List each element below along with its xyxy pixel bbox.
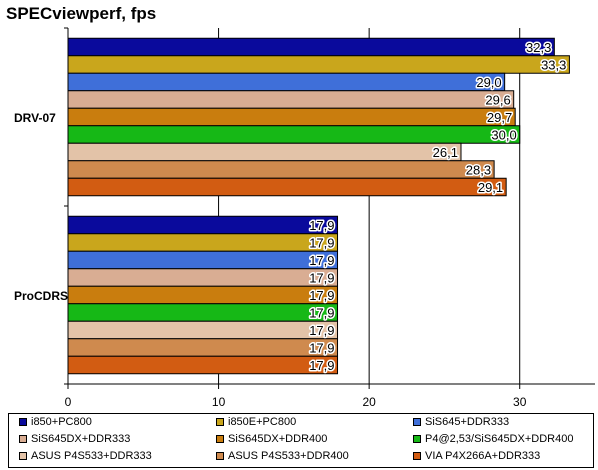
data-label-halo: 17,9 bbox=[309, 288, 334, 303]
legend-item: ASUS P4S533+DDR400 bbox=[216, 450, 349, 462]
legend-item: SiS645+DDR333 bbox=[413, 416, 509, 428]
bar bbox=[67, 320, 339, 340]
data-label: 17,9 bbox=[309, 306, 334, 321]
data-label: 29,1 bbox=[478, 180, 503, 195]
legend-label: SiS645+DDR333 bbox=[425, 416, 510, 428]
legend-swatch bbox=[19, 418, 27, 426]
legend-item: i850+PC800 bbox=[19, 416, 92, 428]
bar bbox=[67, 250, 339, 270]
legend-swatch bbox=[216, 435, 224, 443]
bar bbox=[67, 303, 339, 322]
legend-label: i850+PC800 bbox=[31, 416, 92, 428]
data-label: 17,9 bbox=[309, 358, 334, 373]
data-label: 28,3 bbox=[466, 163, 491, 178]
bar bbox=[67, 125, 521, 144]
data-label-halo: 29,1 bbox=[478, 180, 503, 195]
data-label: 29,7 bbox=[487, 110, 512, 125]
data-label: 29,0 bbox=[476, 75, 501, 90]
data-label-halo: 29,6 bbox=[485, 93, 510, 108]
bar bbox=[67, 90, 515, 109]
bar bbox=[67, 107, 516, 127]
legend-swatch bbox=[413, 452, 421, 460]
data-label-halo: 17,9 bbox=[309, 218, 334, 233]
bar bbox=[67, 160, 495, 179]
x-tick-label: 10 bbox=[212, 395, 226, 409]
bar bbox=[67, 177, 507, 197]
data-label-halo: 17,9 bbox=[309, 236, 334, 251]
legend-swatch bbox=[19, 435, 27, 443]
data-label: 17,9 bbox=[309, 218, 334, 233]
legend-item: SiS645DX+DDR400 bbox=[216, 433, 327, 445]
legend-label: VIA P4X266A+DDR333 bbox=[425, 450, 541, 462]
legend-label: i850E+PC800 bbox=[228, 416, 297, 428]
bar bbox=[67, 37, 555, 57]
bar bbox=[67, 338, 339, 357]
legend-label: ASUS P4S533+DDR400 bbox=[228, 450, 349, 462]
x-tick-label: 30 bbox=[513, 395, 527, 409]
data-label-halo: 33,3 bbox=[541, 58, 566, 73]
bar bbox=[67, 215, 339, 235]
legend: i850+PC800 i850E+PC800 SiS645+DDR333 SiS645… bbox=[8, 413, 594, 468]
data-label: 17,9 bbox=[309, 288, 334, 303]
data-label-halo: 32,3 bbox=[526, 40, 551, 55]
data-label-halo: 17,9 bbox=[309, 306, 334, 321]
data-label: 30,0 bbox=[491, 128, 516, 143]
legend-item: VIA P4X266A+DDR333 bbox=[413, 450, 540, 462]
data-label-halo: 17,9 bbox=[309, 323, 334, 338]
data-label: 17,9 bbox=[309, 323, 334, 338]
bar bbox=[67, 233, 339, 252]
category-label: DRV-07 bbox=[14, 111, 56, 125]
x-tick-label: 20 bbox=[362, 395, 376, 409]
data-label: 17,9 bbox=[309, 236, 334, 251]
data-label: 32,3 bbox=[526, 40, 551, 55]
legend-swatch bbox=[413, 435, 421, 443]
data-label-halo: 17,9 bbox=[309, 253, 334, 268]
data-label: 17,9 bbox=[309, 271, 334, 286]
legend-label: P4@2,53/SiS645DX+DDR400 bbox=[425, 433, 574, 445]
legend-label: SiS645DX+DDR400 bbox=[228, 433, 328, 445]
chart-title: SPECviewperf, fps bbox=[6, 4, 157, 23]
data-label: 17,9 bbox=[309, 341, 334, 356]
x-tick-label: 0 bbox=[65, 395, 72, 409]
legend-swatch bbox=[216, 418, 224, 426]
bar bbox=[67, 142, 462, 162]
data-label: 26,1 bbox=[433, 145, 458, 160]
bar bbox=[67, 72, 506, 92]
legend-swatch bbox=[216, 452, 224, 460]
legend-item: P4@2,53/SiS645DX+DDR400 bbox=[413, 433, 573, 445]
data-label-halo: 17,9 bbox=[309, 358, 334, 373]
legend-label: ASUS P4S533+DDR333 bbox=[31, 450, 152, 462]
data-label-halo: 17,9 bbox=[309, 271, 334, 286]
data-label-halo: 29,0 bbox=[476, 75, 501, 90]
data-label-halo: 30,0 bbox=[491, 128, 516, 143]
legend-item: i850E+PC800 bbox=[216, 416, 296, 428]
bar bbox=[67, 268, 339, 287]
data-label-halo: 28,3 bbox=[466, 163, 491, 178]
category-label: ProCDRS bbox=[14, 289, 68, 303]
data-label: 29,6 bbox=[485, 93, 510, 108]
bar bbox=[67, 55, 570, 74]
data-label: 33,3 bbox=[541, 58, 566, 73]
legend-item: ASUS P4S533+DDR333 bbox=[19, 450, 152, 462]
legend-swatch bbox=[19, 452, 27, 460]
data-label-halo: 26,1 bbox=[433, 145, 458, 160]
bar bbox=[67, 355, 339, 375]
legend-swatch bbox=[413, 418, 421, 426]
data-label-halo: 29,7 bbox=[487, 110, 512, 125]
data-label-halo: 17,9 bbox=[309, 341, 334, 356]
legend-item: SiS645DX+DDR333 bbox=[19, 433, 130, 445]
data-label: 17,9 bbox=[309, 253, 334, 268]
legend-label: SiS645DX+DDR333 bbox=[31, 433, 131, 445]
bar bbox=[67, 285, 339, 305]
